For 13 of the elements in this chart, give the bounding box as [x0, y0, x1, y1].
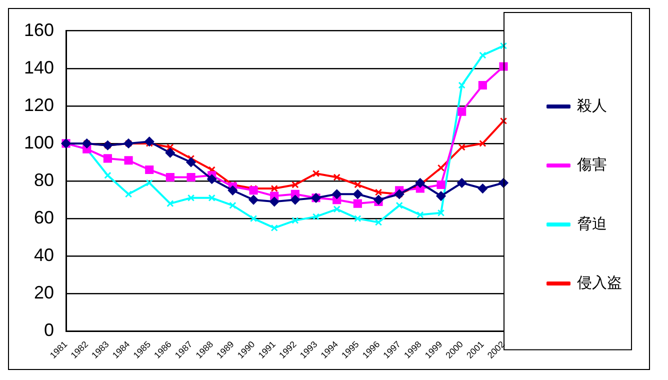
y-tick-label: 120	[24, 94, 54, 115]
y-tick-label: 80	[34, 170, 54, 190]
legend-label: 殺人	[577, 98, 607, 115]
legend-label: 脅迫	[577, 216, 607, 233]
y-tick-label: 60	[34, 208, 54, 228]
y-tick-label: 20	[34, 282, 54, 303]
legend-label: 侵入盗	[577, 274, 622, 292]
y-tick-label: 160	[24, 20, 54, 40]
y-tick-label: 140	[24, 57, 54, 78]
y-tick-label: 100	[24, 132, 54, 152]
y-tick-label: 0	[44, 320, 54, 340]
legend-label: 傷害	[576, 156, 607, 174]
y-tick-label: 40	[34, 245, 54, 266]
